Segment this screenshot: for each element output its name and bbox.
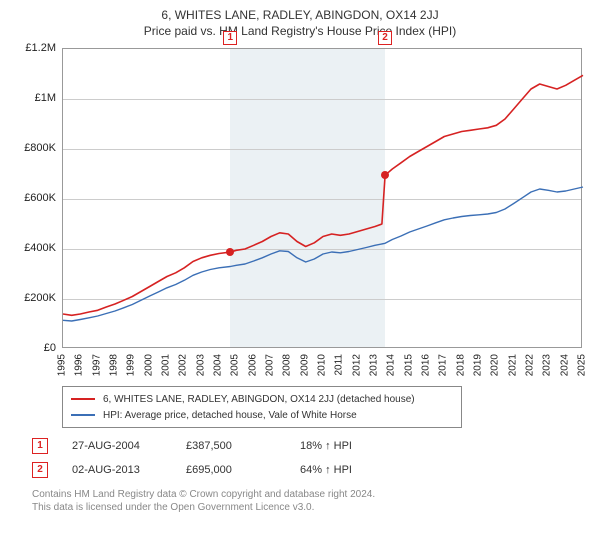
transaction-point bbox=[381, 171, 389, 179]
x-axis-tick-label: 1997 bbox=[91, 354, 102, 376]
legend-swatch-property bbox=[71, 398, 95, 400]
transaction-price: £387,500 bbox=[186, 440, 276, 452]
x-axis-tick-label: 2000 bbox=[143, 354, 154, 376]
x-axis-tick-label: 2004 bbox=[213, 354, 224, 376]
x-axis-tick-label: 1998 bbox=[109, 354, 120, 376]
x-axis-tick-label: 2023 bbox=[542, 354, 553, 376]
x-axis-tick-label: 2001 bbox=[161, 354, 172, 376]
transaction-marker-icon: 1 bbox=[32, 438, 48, 454]
x-axis-tick-label: 2022 bbox=[525, 354, 536, 376]
series-line-property bbox=[63, 75, 583, 315]
chart-area: 12 £0 £200K £400K £600K £800K £1M £1.2M 1995 199… bbox=[12, 44, 588, 382]
x-axis-tick-label: 2007 bbox=[265, 354, 276, 376]
transaction-delta: 18% ↑ HPI bbox=[300, 440, 390, 452]
series-line-hpi bbox=[63, 187, 583, 321]
x-axis-tick-label: 2013 bbox=[369, 354, 380, 376]
footnote-line: This data is licensed under the Open Gov… bbox=[32, 501, 588, 514]
chart-subtitle: Price paid vs. HM Land Registry's House … bbox=[12, 24, 588, 38]
legend-label-hpi: HPI: Average price, detached house, Vale… bbox=[103, 410, 357, 421]
legend: 6, WHITES LANE, RADLEY, ABINGDON, OX14 2… bbox=[62, 386, 462, 428]
transaction-row: 2 02-AUG-2013 £695,000 64% ↑ HPI bbox=[32, 458, 588, 482]
chart-page: 6, WHITES LANE, RADLEY, ABINGDON, OX14 2… bbox=[0, 0, 600, 560]
x-axis-tick-label: 2011 bbox=[334, 354, 345, 376]
x-axis-tick-label: 2015 bbox=[403, 354, 414, 376]
x-axis-tick-label: 2018 bbox=[455, 354, 466, 376]
x-axis-tick-label: 1996 bbox=[74, 354, 85, 376]
x-axis-tick-label: 1995 bbox=[57, 354, 68, 376]
transaction-marker-label: 2 bbox=[378, 31, 392, 45]
transaction-delta: 64% ↑ HPI bbox=[300, 464, 390, 476]
transaction-price: £695,000 bbox=[186, 464, 276, 476]
x-axis-tick-label: 1999 bbox=[126, 354, 137, 376]
legend-label-property: 6, WHITES LANE, RADLEY, ABINGDON, OX14 2… bbox=[103, 394, 415, 405]
x-axis-tick-label: 2025 bbox=[577, 354, 588, 376]
y-axis-tick-label: £0 bbox=[44, 342, 56, 354]
transaction-row: 1 27-AUG-2004 £387,500 18% ↑ HPI bbox=[32, 434, 588, 458]
x-axis-tick-label: 2020 bbox=[490, 354, 501, 376]
x-axis-tick-label: 2008 bbox=[282, 354, 293, 376]
x-axis-tick-label: 2003 bbox=[195, 354, 206, 376]
legend-swatch-hpi bbox=[71, 414, 95, 416]
transaction-date: 02-AUG-2013 bbox=[72, 464, 162, 476]
x-axis-tick-label: 2016 bbox=[421, 354, 432, 376]
transactions-table: 1 27-AUG-2004 £387,500 18% ↑ HPI 2 02-AU… bbox=[32, 434, 588, 482]
footnote-line: Contains HM Land Registry data © Crown c… bbox=[32, 488, 588, 501]
y-axis-tick-label: £600K bbox=[24, 192, 56, 204]
x-axis-tick-label: 2006 bbox=[247, 354, 258, 376]
x-axis-tick-label: 2002 bbox=[178, 354, 189, 376]
plot-area: 12 bbox=[62, 48, 582, 348]
x-axis-tick-label: 2024 bbox=[559, 354, 570, 376]
line-layer bbox=[63, 49, 581, 347]
x-axis-tick-label: 2014 bbox=[386, 354, 397, 376]
x-axis-tick-label: 2005 bbox=[230, 354, 241, 376]
transaction-date: 27-AUG-2004 bbox=[72, 440, 162, 452]
x-axis-tick-label: 2017 bbox=[438, 354, 449, 376]
x-axis-tick-label: 2009 bbox=[299, 354, 310, 376]
y-axis-tick-label: £1.2M bbox=[25, 42, 56, 54]
transaction-point bbox=[226, 248, 234, 256]
legend-row-property: 6, WHITES LANE, RADLEY, ABINGDON, OX14 2… bbox=[71, 391, 453, 407]
legend-row-hpi: HPI: Average price, detached house, Vale… bbox=[71, 407, 453, 423]
transaction-marker-icon: 2 bbox=[32, 462, 48, 478]
footnote: Contains HM Land Registry data © Crown c… bbox=[32, 488, 588, 514]
x-axis-tick-label: 2019 bbox=[473, 354, 484, 376]
transaction-marker-label: 1 bbox=[223, 31, 237, 45]
y-axis-tick-label: £400K bbox=[24, 242, 56, 254]
chart-title: 6, WHITES LANE, RADLEY, ABINGDON, OX14 2… bbox=[12, 8, 588, 22]
y-axis-tick-label: £1M bbox=[35, 92, 56, 104]
y-axis-tick-label: £200K bbox=[24, 292, 56, 304]
x-axis-tick-label: 2012 bbox=[351, 354, 362, 376]
x-axis-tick-label: 2021 bbox=[507, 354, 518, 376]
y-axis-tick-label: £800K bbox=[24, 142, 56, 154]
x-axis-tick-label: 2010 bbox=[317, 354, 328, 376]
